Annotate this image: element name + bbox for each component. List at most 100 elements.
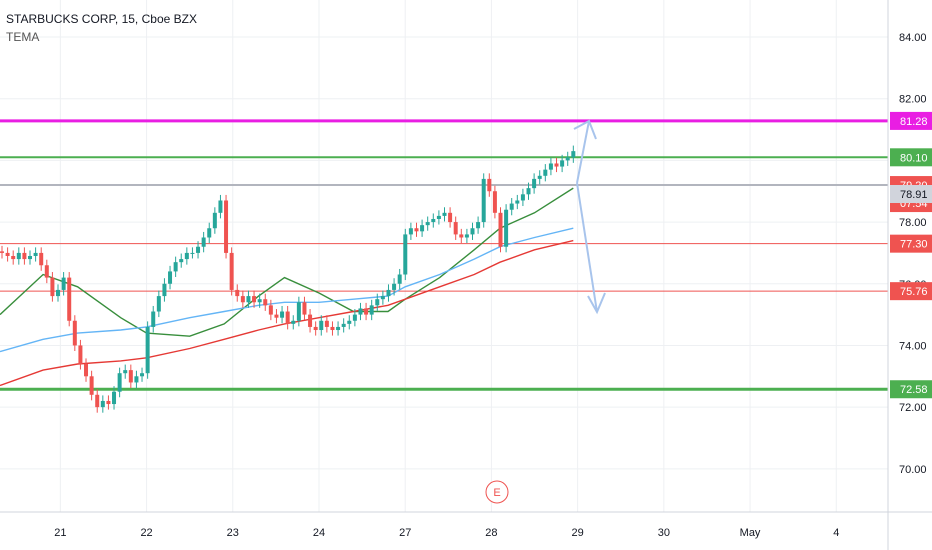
candle-body [274, 314, 279, 318]
indicator-title[interactable]: TEMA [6, 30, 40, 44]
candle [509, 198, 514, 216]
candle-body [515, 200, 520, 204]
candle [252, 290, 257, 308]
x-tick-label: 4 [833, 527, 839, 539]
projection-arrow-path[interactable] [576, 120, 598, 313]
candle [425, 216, 430, 231]
candle [280, 305, 285, 324]
candle [229, 247, 234, 296]
candle-body [179, 259, 184, 263]
symbol-title[interactable]: STARBUCKS CORP, 15, Cboe BZX [6, 12, 197, 26]
projection-arrow[interactable] [573, 119, 606, 315]
candle [571, 145, 576, 163]
level-badge-label: 72.58 [900, 384, 928, 396]
candle [341, 318, 346, 333]
candle-body [464, 234, 469, 238]
candle [436, 210, 441, 225]
candle-body [173, 262, 178, 272]
candle-body [453, 222, 458, 235]
candle-body [67, 277, 72, 321]
candle-body [487, 178, 492, 192]
x-tick-label: 23 [227, 527, 239, 539]
candle [554, 157, 559, 173]
secondary-price-badge [890, 185, 932, 204]
candle [235, 284, 240, 302]
candle [84, 358, 89, 382]
candle-body [44, 265, 49, 278]
candle-body [78, 345, 83, 364]
level-badge-label: 81.28 [900, 116, 928, 128]
candle-body [89, 376, 94, 395]
level-badge [890, 111, 932, 130]
candle-body [50, 277, 55, 297]
candle-body [492, 191, 497, 213]
candle-body [56, 289, 61, 297]
x-tick-label: 30 [658, 527, 670, 539]
candle-body [22, 252, 27, 260]
candle-body [330, 326, 335, 331]
candle-body [196, 246, 201, 253]
horizontal-levels [0, 119, 888, 391]
candle-body [184, 252, 189, 260]
candle-body [162, 283, 167, 297]
y-tick-label: 72.00 [899, 402, 927, 414]
candle-body [341, 323, 346, 327]
candle [330, 321, 335, 336]
earnings-icon[interactable] [485, 480, 509, 504]
level-badge [890, 234, 932, 253]
candle [145, 321, 150, 379]
candle [224, 194, 229, 259]
candle-body [117, 373, 122, 392]
candle [364, 302, 369, 321]
candle-body [319, 320, 324, 331]
candle-body [548, 163, 553, 170]
candle-body [84, 363, 89, 377]
candle [453, 216, 458, 240]
candle-body [224, 200, 229, 253]
candle [72, 315, 77, 351]
candle [128, 364, 133, 389]
candle-body [201, 237, 206, 247]
candle-body [235, 289, 240, 297]
candle-body [123, 370, 128, 374]
x-tick-label: 22 [140, 527, 152, 539]
earnings-marker[interactable]: E [485, 480, 509, 504]
candle-body [369, 305, 374, 315]
chart-legend: STARBUCKS CORP, 15, Cboe BZX TEMA [6, 10, 197, 46]
y-tick-label: 74.00 [899, 340, 927, 352]
candle [352, 309, 357, 327]
candle-body [28, 256, 33, 260]
candle-body [285, 311, 290, 324]
candle [207, 222, 212, 244]
candle-body [212, 212, 217, 229]
candle-body [308, 314, 313, 327]
candle [151, 305, 156, 333]
candle-body [425, 222, 430, 226]
candle-body [520, 194, 525, 201]
candle-body [33, 252, 38, 256]
candle [380, 290, 385, 305]
candles [0, 145, 576, 413]
candle-body [431, 218, 436, 223]
candle-body [100, 400, 105, 408]
candle-body [358, 308, 363, 315]
candle [22, 247, 27, 265]
candle [156, 290, 161, 318]
candle-body [190, 252, 195, 254]
candle [56, 284, 61, 302]
candle-body [291, 320, 296, 324]
candle [39, 247, 44, 271]
candle [274, 309, 279, 324]
arrow-head-up [573, 119, 597, 140]
candle [537, 170, 542, 185]
candle [296, 296, 301, 327]
candle [392, 278, 397, 296]
candle [240, 290, 245, 308]
y-tick-label: 70.00 [899, 464, 927, 476]
candle [5, 247, 10, 262]
candle-body [302, 302, 307, 315]
x-tick-label: 27 [399, 527, 411, 539]
earnings-label: E [493, 487, 500, 499]
candle-body [352, 314, 357, 321]
